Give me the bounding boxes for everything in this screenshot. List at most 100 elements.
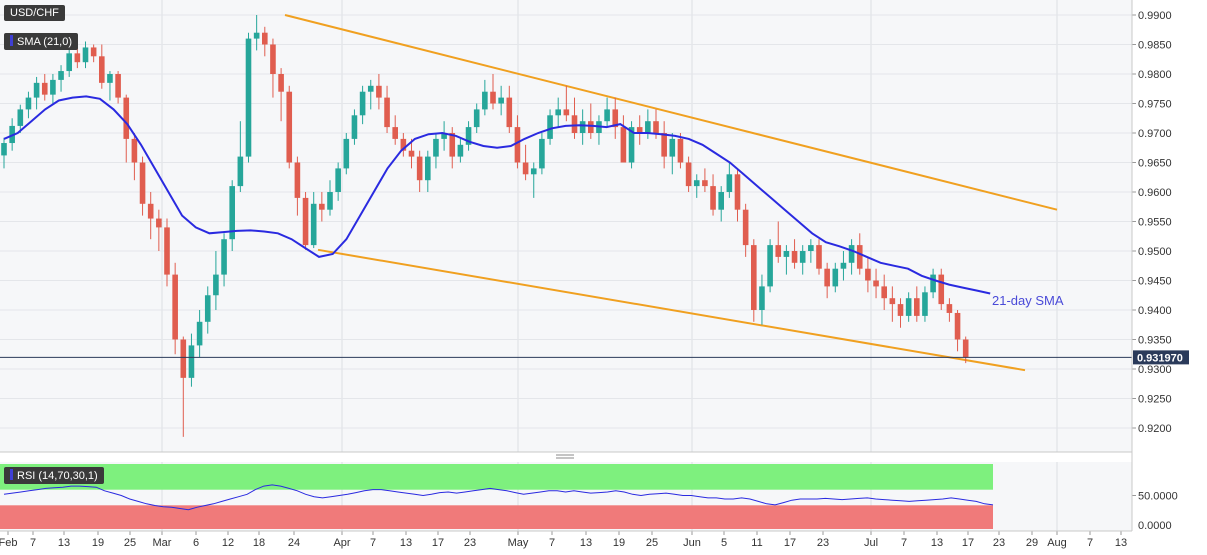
candle [832,262,839,293]
y-tick-label: 0.9700 [1138,128,1172,140]
candle [734,168,741,222]
candle [881,274,887,310]
candle [123,94,130,163]
x-tick-label: 17 [784,537,796,549]
y-tick-label: 0.9200 [1138,423,1172,435]
candle [840,251,847,281]
x-tick-label: 7 [30,537,36,549]
candle [25,91,32,119]
candle [962,336,969,364]
x-tick-label: 17 [432,537,444,549]
candle [473,103,480,133]
candle [115,71,121,104]
resize-handle-icon[interactable] [556,454,574,459]
x-tick-label: 13 [400,537,412,549]
candle [922,286,928,322]
candle [522,144,529,181]
candle [938,268,945,310]
x-tick-label: 7 [901,537,907,549]
y-tick-label: 0.9800 [1138,69,1172,81]
candle [294,156,301,216]
y-axis: 0.9900 0.9850 0.9800 0.9750 0.9700 0.9650 0.96… [1132,10,1172,435]
x-tick-label: Apr [333,537,350,549]
candle [718,186,724,222]
candle [213,251,219,310]
candle [498,85,504,116]
candle [433,133,439,169]
candle [164,218,170,287]
candle [335,162,341,201]
candle [351,109,358,145]
y-tick-label: 0.9400 [1138,305,1172,317]
candle [400,133,407,157]
candle [156,209,162,251]
candle [636,115,643,145]
candle [954,310,961,352]
candle [759,274,765,325]
candle [237,121,244,192]
x-tick-label: Aug [1047,537,1067,549]
candle [180,336,187,437]
rsi-tick-label: 50.0000 [1138,491,1178,503]
candle [41,74,48,101]
candle [547,109,553,145]
candle [367,79,374,110]
candle [343,133,350,175]
candle [172,262,178,355]
x-tick-label: 13 [580,537,592,549]
y-tick-label: 0.9900 [1138,10,1172,22]
x-axis: Feb 7 13 19 25 Mar 6 12 18 24 Apr 7 13 17 23 May 7 13 19 25… [0,530,1132,549]
rsi-tick-label-zero: 0.0000 [1138,520,1172,532]
candle [897,298,904,328]
x-tick-label: 18 [253,537,265,549]
main-panel-bg [0,0,1132,452]
candle [327,180,333,216]
vertical-grid [161,0,1058,531]
y-tick-label: 0.9650 [1138,158,1172,170]
candle [245,32,252,163]
rsi-overbought-band [0,464,993,490]
candle [131,133,138,181]
candle [889,286,896,322]
rsi-legend: RSI (14,70,30,1) [4,467,104,484]
candle [726,162,733,198]
descending-channel [284,14,1058,372]
candle [799,245,806,275]
candle [449,127,456,169]
candle [563,85,570,122]
candle [873,268,879,299]
candle [604,97,610,128]
y-tick-label: 0.9250 [1138,394,1172,406]
x-tick-label: 29 [1026,537,1038,549]
x-tick-label: 7 [549,537,555,549]
x-tick-label: 13 [931,537,943,549]
sma-annotation: 21-day SMA [992,293,1064,308]
candle [620,115,627,163]
candle [685,156,692,192]
x-tick-label: 23 [993,537,1005,549]
x-tick-label: Jun [683,537,701,549]
candle [628,121,635,169]
candle [221,233,227,287]
candle [196,310,203,358]
candle [677,133,684,169]
x-tick-label: May [508,537,529,549]
candle [90,44,97,63]
candle [767,239,773,293]
x-tick-label: Jul [864,537,878,549]
x-tick-label: 25 [646,537,658,549]
x-tick-label: Mar [153,537,172,549]
candle [1,137,7,169]
x-tick-label: 11 [751,537,762,549]
candle [229,180,235,251]
y-tick-label: 0.9500 [1138,246,1172,258]
candle [530,162,537,198]
x-tick-label: 13 [58,537,70,549]
candle [848,239,855,275]
x-tick-label: 19 [613,537,625,549]
candle [490,74,496,110]
candle [147,192,154,240]
sma-path [3,95,991,295]
x-tick-label: 12 [222,537,234,549]
